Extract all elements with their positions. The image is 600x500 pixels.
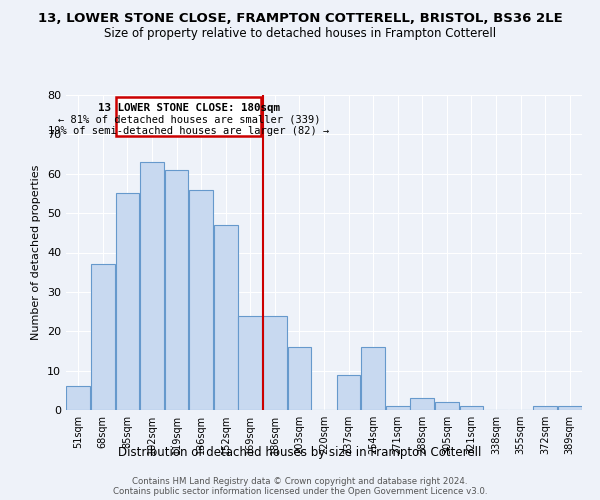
Bar: [386, 406, 410, 410]
Bar: [91, 264, 115, 410]
Bar: [410, 398, 434, 410]
Text: Contains public sector information licensed under the Open Government Licence v3: Contains public sector information licen…: [113, 486, 487, 496]
Text: 13 LOWER STONE CLOSE: 180sqm: 13 LOWER STONE CLOSE: 180sqm: [98, 103, 280, 113]
Text: ← 81% of detached houses are smaller (339): ← 81% of detached houses are smaller (33…: [58, 114, 320, 124]
Bar: [238, 316, 262, 410]
Text: Size of property relative to detached houses in Frampton Cotterell: Size of property relative to detached ho…: [104, 28, 496, 40]
Bar: [435, 402, 459, 410]
Bar: [558, 406, 581, 410]
Text: 13, LOWER STONE CLOSE, FRAMPTON COTTERELL, BRISTOL, BS36 2LE: 13, LOWER STONE CLOSE, FRAMPTON COTTEREL…: [38, 12, 562, 26]
Bar: [533, 406, 557, 410]
Bar: [116, 194, 139, 410]
Bar: [337, 374, 361, 410]
Bar: [460, 406, 484, 410]
Text: 19% of semi-detached houses are larger (82) →: 19% of semi-detached houses are larger (…: [48, 126, 329, 136]
Y-axis label: Number of detached properties: Number of detached properties: [31, 165, 41, 340]
FancyBboxPatch shape: [116, 97, 262, 136]
Bar: [361, 347, 385, 410]
Text: Contains HM Land Registry data © Crown copyright and database right 2024.: Contains HM Land Registry data © Crown c…: [132, 476, 468, 486]
Bar: [67, 386, 90, 410]
Bar: [263, 316, 287, 410]
Bar: [189, 190, 213, 410]
Bar: [214, 225, 238, 410]
Bar: [164, 170, 188, 410]
Bar: [287, 347, 311, 410]
Text: Distribution of detached houses by size in Frampton Cotterell: Distribution of detached houses by size …: [118, 446, 482, 459]
Bar: [140, 162, 164, 410]
